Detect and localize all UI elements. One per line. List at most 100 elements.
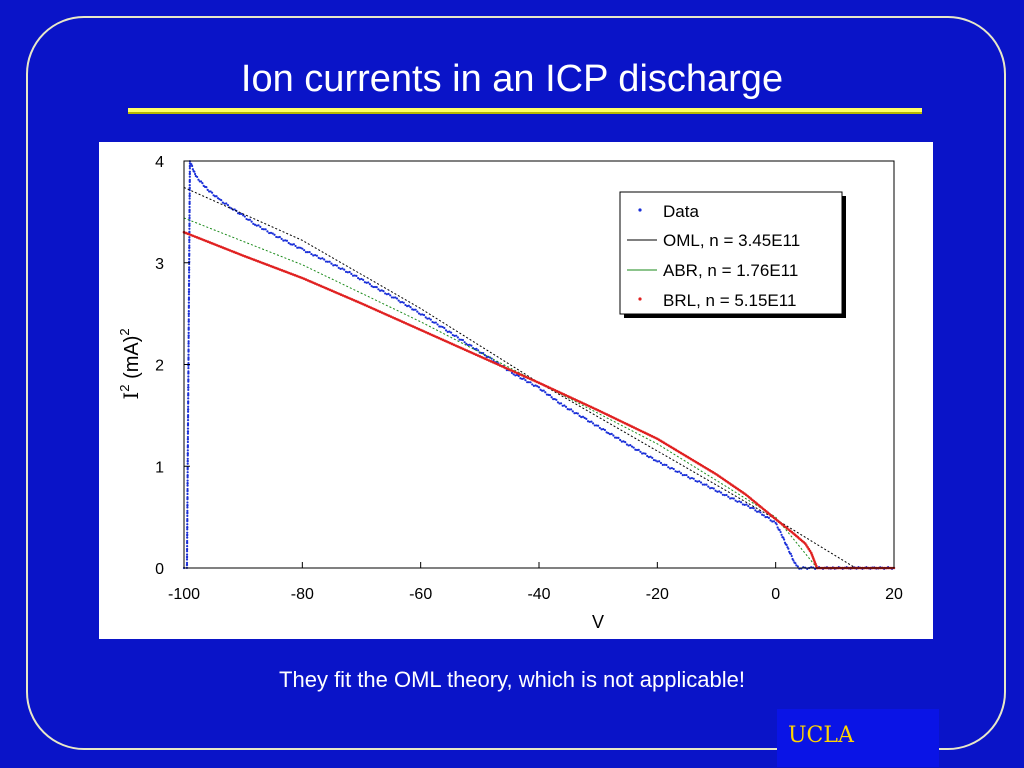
data-point <box>615 436 618 439</box>
data-point <box>187 386 190 389</box>
data-point <box>259 225 262 228</box>
data-point <box>382 290 385 293</box>
data-point <box>738 500 741 503</box>
data-point <box>400 300 404 304</box>
data-point <box>188 214 191 217</box>
data-point <box>716 490 719 493</box>
data-point <box>441 325 444 329</box>
data-point <box>402 301 405 304</box>
data-point <box>187 356 190 359</box>
data-point <box>453 334 456 337</box>
data-point <box>187 397 190 400</box>
data-point <box>282 239 285 242</box>
data-point <box>449 331 453 334</box>
data-point <box>188 227 191 230</box>
data-point <box>291 243 294 246</box>
data-point <box>658 460 661 463</box>
data-point <box>544 391 547 394</box>
slide-caption: They fit the OML theory, which is not ap… <box>279 667 745 692</box>
data-point <box>550 396 553 399</box>
data-point <box>186 440 189 444</box>
data-point <box>739 501 743 504</box>
data-point <box>600 428 603 431</box>
data-point <box>649 455 652 458</box>
data-point <box>292 243 295 246</box>
data-point <box>186 444 189 447</box>
data-point <box>186 509 189 512</box>
data-point <box>323 258 326 261</box>
data-point <box>769 519 772 522</box>
data-point <box>187 361 190 365</box>
data-point <box>206 188 209 191</box>
data-point <box>632 446 635 449</box>
data-point <box>463 341 466 344</box>
data-point <box>703 483 706 486</box>
data-point <box>324 260 328 263</box>
data-point <box>591 422 595 425</box>
data-point <box>672 467 675 471</box>
series-layer <box>182 160 896 570</box>
data-point <box>583 416 586 419</box>
data-point <box>273 233 276 236</box>
data-point <box>385 293 388 296</box>
data-point <box>475 347 478 350</box>
data-point <box>337 266 340 269</box>
y-tick-label: 4 <box>155 154 164 171</box>
data-point <box>699 481 703 484</box>
data-point <box>685 473 688 477</box>
data-point <box>588 420 591 423</box>
series-abr <box>183 217 818 569</box>
data-point <box>188 194 191 197</box>
data-point <box>390 296 394 299</box>
data-point <box>187 405 190 408</box>
data-point <box>360 277 363 281</box>
data-point <box>637 448 640 451</box>
data-point <box>534 384 537 387</box>
data-point <box>186 487 189 491</box>
data-point <box>710 486 714 490</box>
data-point <box>187 370 190 373</box>
data-point <box>573 412 576 415</box>
data-point <box>561 404 564 407</box>
data-point <box>188 257 191 261</box>
data-point <box>306 250 309 254</box>
data-point <box>261 227 264 231</box>
data-point <box>651 456 654 459</box>
data-point <box>278 235 281 239</box>
data-point <box>188 222 191 225</box>
data-point <box>187 383 190 387</box>
legend-box <box>619 191 843 315</box>
data-point <box>188 266 191 269</box>
chart-panel: -100 -80 -60 -40 -20 0 20 0 1 2 3 4 V I2 (mA)2 Data… <box>99 142 933 639</box>
data-point <box>759 511 762 514</box>
data-point <box>186 501 189 504</box>
data-point <box>188 260 191 263</box>
data-point <box>285 239 289 242</box>
data-point <box>424 316 427 319</box>
series-data <box>182 160 896 570</box>
data-point <box>187 288 191 291</box>
data-point <box>701 483 704 486</box>
data-point <box>186 435 190 439</box>
y-tick-label: 2 <box>155 358 164 375</box>
data-point <box>280 237 283 240</box>
data-point <box>555 398 558 401</box>
data-point <box>186 481 189 485</box>
data-point <box>297 246 301 249</box>
y-tick-label: 1 <box>155 459 164 476</box>
data-point <box>734 499 737 502</box>
data-point <box>792 559 795 562</box>
data-point <box>289 243 292 246</box>
data-point <box>778 528 781 532</box>
data-point <box>483 354 487 357</box>
data-point <box>421 313 424 316</box>
data-point <box>344 270 348 273</box>
data-point <box>187 296 191 299</box>
data-point <box>451 333 454 337</box>
data-point <box>514 374 517 377</box>
data-point <box>644 452 647 455</box>
data-point <box>536 385 539 388</box>
data-point <box>186 459 189 463</box>
data-point <box>188 184 191 187</box>
